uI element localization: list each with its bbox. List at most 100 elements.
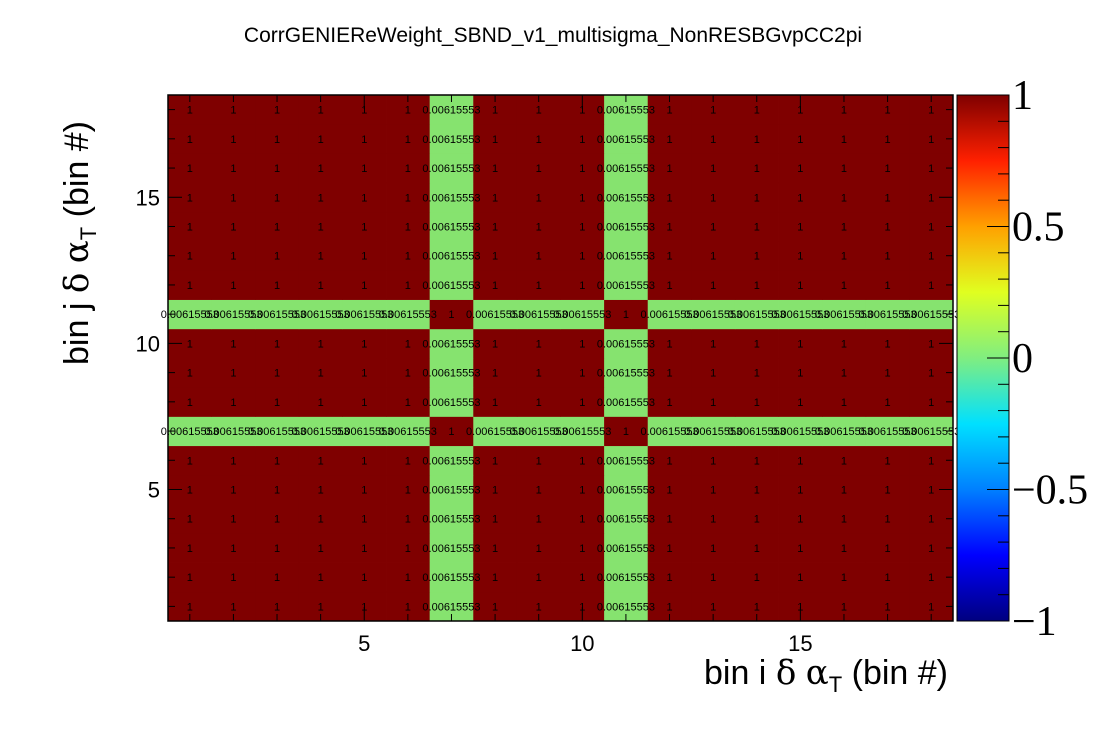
- heatmap-cell: [386, 211, 431, 242]
- cell-value-label: 1: [274, 514, 280, 526]
- cell-value-label: 1: [274, 251, 280, 263]
- heatmap-cell: [473, 445, 518, 476]
- heatmap-cell: [386, 445, 431, 476]
- heatmap-cell: [473, 358, 518, 388]
- cell-value-label: 1: [536, 280, 542, 292]
- cell-value-label: 0.00615553: [422, 222, 480, 234]
- heatmap-cell: [647, 182, 692, 213]
- cell-value-label: 1: [841, 514, 847, 526]
- heatmap-cell: [822, 124, 867, 154]
- cell-value-label: 1: [318, 105, 324, 117]
- heatmap-cell: [516, 299, 561, 330]
- cell-value-label: 1: [885, 368, 891, 380]
- heatmap-cell: [734, 153, 779, 184]
- cell-value-label: 1: [274, 397, 280, 409]
- y-tick-label: 5: [148, 478, 160, 503]
- cell-value-label: 1: [536, 543, 542, 555]
- heatmap-cell: [386, 416, 431, 447]
- heatmap-cell: [865, 299, 910, 330]
- heatmap-cell: [255, 562, 300, 593]
- heatmap-cell: [298, 182, 343, 213]
- cell-value-label: 0.00615553: [597, 134, 655, 146]
- cell-value-label: 0.00615553: [248, 309, 306, 321]
- cell-value-label: 1: [405, 251, 411, 263]
- cell-value-label: 1: [492, 251, 498, 263]
- cell-value-label: 1: [448, 309, 454, 321]
- cell-value-label: 1: [928, 485, 934, 497]
- heatmap-cell: [298, 474, 343, 505]
- cell-value-label: 1: [928, 222, 934, 234]
- heatmap-cell: [429, 241, 474, 271]
- cell-value-label: 1: [710, 163, 716, 175]
- cell-value-label: 1: [492, 368, 498, 380]
- heatmap-cell: [865, 182, 910, 213]
- heatmap-cell: [734, 533, 779, 563]
- heatmap-cell: [560, 387, 605, 417]
- heatmap-cell: [386, 387, 431, 417]
- cell-value-label: 1: [841, 397, 847, 409]
- heatmap-cell: [560, 211, 605, 242]
- palette-tick-label: 0: [1012, 336, 1033, 382]
- heatmap-cell: [560, 358, 605, 388]
- cell-value-label: 1: [841, 543, 847, 555]
- heatmap-cell: [865, 241, 910, 271]
- y-tick-label: 10: [136, 331, 160, 356]
- heatmap-cell: [778, 504, 823, 534]
- cell-value-label: 1: [841, 134, 847, 146]
- cell-value-label: 1: [841, 368, 847, 380]
- cell-value-label: 0.00615553: [510, 309, 568, 321]
- cell-value-label: 1: [536, 192, 542, 204]
- cell-value-label: 1: [318, 543, 324, 555]
- cell-value-label: 1: [187, 192, 193, 204]
- heatmap-cell: [255, 387, 300, 417]
- cell-value-label: 1: [318, 338, 324, 350]
- cell-value-label: 0.00615553: [728, 426, 786, 438]
- heatmap-cell: [298, 153, 343, 184]
- cell-value-label: 1: [361, 222, 367, 234]
- heatmap-cell: [429, 299, 474, 330]
- heatmap-cell: [255, 474, 300, 505]
- heatmap-cell: [822, 182, 867, 213]
- heatmap-cell: [298, 241, 343, 271]
- cell-value-label: 1: [754, 105, 760, 117]
- heatmap-cell: [516, 241, 561, 271]
- cell-value-label: 1: [754, 514, 760, 526]
- heatmap-cell: [473, 270, 518, 300]
- cell-value-label: 1: [187, 251, 193, 263]
- heatmap-cell: [647, 241, 692, 271]
- cell-value-label: 1: [318, 192, 324, 204]
- cell-value-label: 0.00615553: [815, 309, 873, 321]
- cell-value-label: 0.00615553: [597, 397, 655, 409]
- heatmap-cell: [168, 124, 213, 154]
- cell-value-label: 0.00615553: [684, 426, 742, 438]
- cell-value-label: 1: [536, 455, 542, 467]
- cell-value-label: 1: [361, 338, 367, 350]
- heatmap-cell: [734, 358, 779, 388]
- heatmap-cell: [429, 562, 474, 593]
- heatmap-cell: [647, 387, 692, 417]
- cell-value-label: 1: [885, 485, 891, 497]
- heatmap-cell: [822, 299, 867, 330]
- heatmap-cell: [647, 153, 692, 184]
- cell-value-label: 1: [492, 192, 498, 204]
- heatmap-cell: [778, 387, 823, 417]
- palette-tick-label: 1: [1012, 73, 1033, 119]
- heatmap-cell: [604, 445, 649, 476]
- heatmap-cell: [734, 474, 779, 505]
- cell-value-label: 1: [187, 485, 193, 497]
- heatmap-cell: [429, 445, 474, 476]
- heatmap-cell: [211, 241, 256, 271]
- cell-value-label: 1: [666, 543, 672, 555]
- heatmap-cell: [255, 445, 300, 476]
- cell-value-label: 1: [754, 397, 760, 409]
- cell-value-label: 1: [841, 192, 847, 204]
- heatmap-cell: [604, 387, 649, 417]
- cell-value-label: 0.00615553: [859, 309, 917, 321]
- cell-value-label: 1: [710, 280, 716, 292]
- heatmap-cell: [473, 182, 518, 213]
- heatmap-cell: [604, 182, 649, 213]
- cell-value-label: 1: [361, 543, 367, 555]
- cell-value-label: 0.00615553: [597, 105, 655, 117]
- heatmap-cell: [342, 504, 387, 534]
- cell-value-label: 1: [230, 192, 236, 204]
